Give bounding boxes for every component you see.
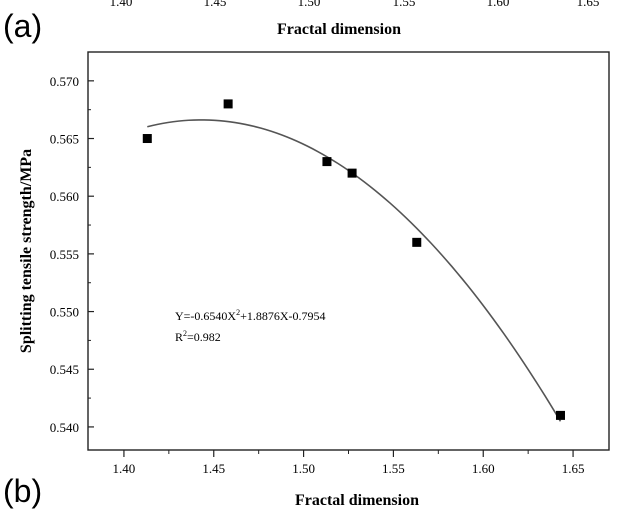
plot-frame <box>87 51 610 451</box>
y-tick-label: 0.565 <box>50 132 79 147</box>
data-point <box>223 99 233 109</box>
y-axis: 0.540 0.545 0.550 0.555 0.560 0.565 0.570 <box>50 74 94 435</box>
data-point <box>555 410 565 420</box>
x-axis: 1.40 1.45 1.50 1.55 1.60 1.65 <box>113 450 585 476</box>
data-point <box>322 157 332 167</box>
y-tick-label: 0.545 <box>50 362 79 377</box>
y-tick-label: 0.550 <box>50 305 79 320</box>
top-tick-label: 1.45 <box>204 0 227 9</box>
chart-b: 0.540 0.545 0.550 0.555 0.560 0.565 0.570 1.40… <box>3 51 610 509</box>
top-tick-label: 1.65 <box>577 0 600 9</box>
panel-b-letter: (b) <box>3 473 42 509</box>
data-points <box>142 99 565 420</box>
x-tick-label: 1.40 <box>113 461 136 476</box>
x-tick-label: 1.60 <box>472 461 495 476</box>
data-point <box>142 134 152 144</box>
y-axis-label: Splitting tensile strength/MPa <box>18 149 35 353</box>
top-tick-label: 1.50 <box>298 0 321 9</box>
top-tick-label: 1.55 <box>393 0 416 9</box>
y-tick-label: 0.570 <box>50 74 79 89</box>
x-tick-label: 1.55 <box>382 461 405 476</box>
r-squared: R2=0.982 <box>175 329 221 344</box>
y-tick-label: 0.540 <box>50 420 79 435</box>
y-tick-label: 0.560 <box>50 189 79 204</box>
x-tick-label: 1.65 <box>562 461 585 476</box>
top-tick-label: 1.40 <box>110 0 133 9</box>
fit-equation: Y=-0.6540X2+1.8876X-0.7954 <box>175 308 326 323</box>
y-tick-label: 0.555 <box>50 247 79 262</box>
top-tick-label: 1.60 <box>487 0 510 9</box>
top-x-axis-label: Fractal dimension <box>277 21 401 38</box>
panel-a-letter: (a) <box>3 8 42 44</box>
x-tick-label: 1.45 <box>202 461 225 476</box>
x-axis-label: Fractal dimension <box>295 492 419 509</box>
fit-curve <box>147 119 562 422</box>
data-point <box>347 168 357 178</box>
data-point <box>412 237 422 247</box>
top-panel-remnant: 1.40 1.45 1.50 1.55 1.60 1.65 (a) Fracta… <box>3 0 599 44</box>
x-tick-label: 1.50 <box>292 461 315 476</box>
